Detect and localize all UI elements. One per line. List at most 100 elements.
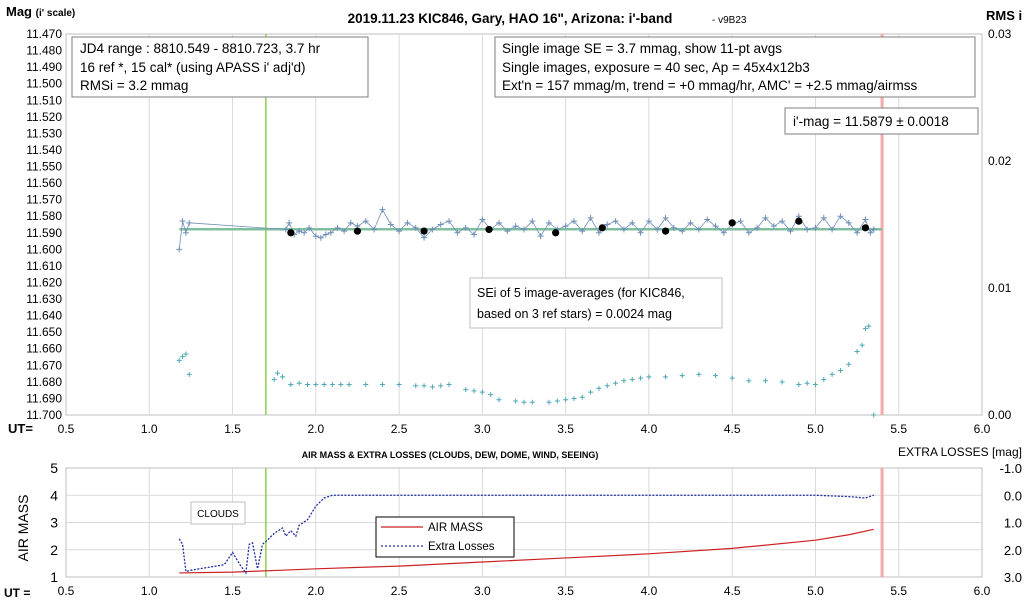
rms-point — [804, 380, 810, 386]
single-image-point — [820, 214, 827, 221]
rms-point — [338, 382, 344, 388]
top-y-tick-label: 11.500 — [26, 77, 62, 91]
top-y-tick-label: 11.560 — [26, 176, 62, 190]
single-image-point — [347, 219, 354, 226]
rms-point — [546, 399, 552, 405]
single-image-point — [286, 219, 293, 226]
single-image-point — [479, 216, 486, 223]
single-image-point — [695, 226, 702, 233]
rms-point — [280, 374, 286, 380]
single-image-point — [471, 231, 478, 238]
single-image-point — [854, 229, 861, 236]
top-y-tick-label: 11.600 — [26, 242, 62, 256]
single-image-point — [870, 226, 877, 233]
bottom-y2-tick-label: -1.0 — [1000, 461, 1022, 476]
bottom-y2-tick-label: 0.0 — [1004, 488, 1022, 503]
info-box-right: Single image SE = 3.7 mmag, show 11-pt a… — [494, 36, 976, 98]
single-image-point — [362, 218, 369, 225]
single-image-point — [296, 228, 303, 235]
top-chart-version: - v9B23 — [712, 15, 747, 26]
top-y-tick-label: 11.510 — [26, 93, 62, 107]
top-y2-tick-label: 0.03 — [988, 27, 1012, 41]
top-x-axis-label: UT= — [8, 421, 33, 436]
single-image-point — [412, 224, 419, 231]
rms-point — [829, 371, 835, 377]
top-y2-axis-label: RMS i — [986, 8, 1022, 23]
rms-point — [663, 374, 669, 380]
rms-point — [479, 389, 485, 395]
bottom-x-axis-label: UT = — [4, 586, 30, 600]
rms-point — [513, 398, 519, 404]
rms-point — [446, 382, 452, 388]
rms-point — [363, 382, 369, 388]
single-image-point — [496, 219, 503, 226]
rms-point — [571, 395, 577, 401]
rms-point — [554, 398, 560, 404]
bottom-x-tick-label: 6.0 — [974, 584, 991, 598]
single-image-point — [867, 229, 874, 236]
rms-point — [696, 371, 702, 377]
extra-losses-line — [178, 494, 874, 575]
single-image-point — [327, 229, 334, 236]
top-y-tick-label: 11.550 — [26, 160, 62, 174]
single-image-point — [662, 214, 669, 221]
top-y-tick-label: 11.660 — [26, 342, 62, 356]
bottom-x-tick-label: 5.0 — [807, 584, 824, 598]
bottom-x-tick-label: 3.5 — [557, 584, 574, 598]
single-image-point — [737, 218, 744, 225]
single-image-point — [301, 229, 308, 236]
average-point — [861, 224, 870, 232]
top-y-tick-label: 11.630 — [26, 292, 62, 306]
rms-point — [529, 399, 535, 405]
single-image-point — [322, 231, 329, 238]
rms-point — [288, 382, 294, 388]
single-image-point — [579, 228, 586, 235]
top-x-tick-label: 4.5 — [724, 422, 741, 436]
sei-box: SEi of 5 image-averages (for KIC846, bas… — [469, 277, 723, 329]
rms-point — [176, 357, 182, 363]
single-image-point — [537, 233, 544, 240]
rms-point — [862, 326, 868, 332]
top-y-tick-label: 11.540 — [26, 143, 62, 157]
bottom-y2-axis-label: EXTRA LOSSES [mag] — [898, 445, 1022, 459]
bottom-x-tick-label: 4.5 — [724, 584, 741, 598]
single-image-point — [654, 226, 661, 233]
single-image-point — [429, 226, 436, 233]
average-point — [598, 224, 606, 232]
average-point — [420, 227, 428, 235]
legend-airmass: AIR MASS — [428, 522, 483, 534]
average-point — [728, 219, 736, 227]
rms-point — [304, 382, 310, 388]
rms-point — [596, 385, 602, 391]
rms-point — [646, 374, 652, 380]
bottom-x-tick-label: 1.0 — [141, 584, 158, 598]
single-image-point — [521, 226, 527, 233]
rms-point — [271, 376, 277, 382]
top-y-tick-label: 11.640 — [26, 309, 62, 323]
rms-point — [729, 375, 735, 381]
clouds-label: CLOUDS — [197, 509, 239, 520]
top-y2-ticks: 0.03 0.02 0.01 0.00 — [988, 27, 1012, 422]
rms-point — [296, 380, 302, 386]
air-mass-line — [179, 528, 874, 574]
top-y-tick-label: 11.570 — [26, 193, 62, 207]
bottom-y2-tick-label: 1.0 — [1004, 516, 1022, 531]
rms-point — [563, 397, 569, 403]
single-image-point — [570, 218, 577, 225]
top-x-tick-label: 6.0 — [974, 422, 991, 436]
top-x-tick-label: 5.0 — [807, 422, 824, 436]
single-image-point — [545, 219, 552, 226]
bottom-legend: AIR MASS Extra Losses — [375, 516, 515, 558]
rms-point — [346, 382, 352, 388]
top-panel: 2019.11.23 KIC846, Gary, HAO 16", Arizon… — [6, 4, 1022, 436]
bottom-y-ticks: 5 4 3 2 1 — [50, 460, 58, 585]
average-point — [661, 227, 670, 235]
single-image-point — [587, 214, 594, 221]
single-image-point — [396, 228, 403, 235]
rms-point — [463, 387, 469, 393]
bottom-x-ticks: 0.5 1.0 1.5 2.0 2.5 3.0 3.5 4.0 4.5 5.0 5.5 6.0 — [58, 584, 991, 598]
info-right-line-3: Ext'n = 157 mmag/m, trend = +0 mmag/hr, … — [502, 78, 917, 93]
rms-point — [871, 412, 877, 418]
single-image-point — [312, 233, 319, 240]
single-image-point — [620, 226, 627, 233]
